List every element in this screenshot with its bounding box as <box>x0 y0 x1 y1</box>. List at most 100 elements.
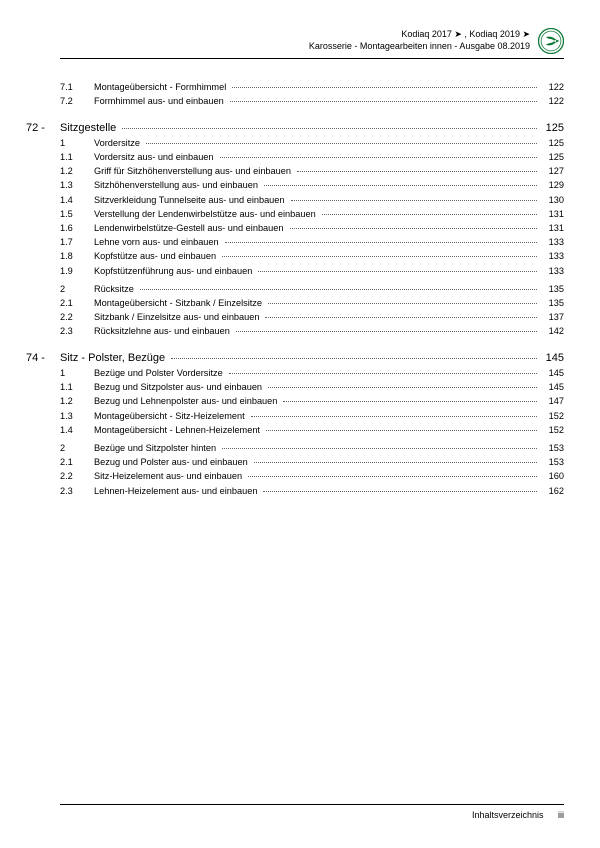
toc-entry-number: 1.1 <box>60 381 94 393</box>
toc-entry-title: Montageübersicht - Sitz-Heizelement <box>94 410 248 422</box>
toc-entry: 1.3Sitzhöhenverstellung aus- und einbaue… <box>60 179 564 191</box>
toc-entry-title: Bezug und Polster aus- und einbauen <box>94 456 251 468</box>
toc-leader-dots <box>263 491 537 492</box>
table-of-contents: 7.1Montageübersicht - Formhimmel122 7.2Fo… <box>60 81 564 497</box>
toc-chapter-heading: 72 -Sitzgestelle125 <box>26 122 564 134</box>
toc-entry: 1.1Bezug und Sitzpolster aus- und einbau… <box>60 381 564 393</box>
toc-leader-dots <box>171 358 537 359</box>
toc-entry-title: Rücksitze <box>94 283 137 295</box>
toc-entry: 1.6Lendenwirbelstütze-Gestell aus- und e… <box>60 222 564 234</box>
skoda-logo-icon <box>538 28 564 54</box>
toc-entry: 1.2Griff für Sitzhöhenverstellung aus- u… <box>60 165 564 177</box>
toc-leader-dots <box>251 416 537 417</box>
toc-entry-page: 133 <box>540 265 564 277</box>
toc-leader-dots <box>264 185 537 186</box>
toc-leader-dots <box>232 87 537 88</box>
toc-leader-dots <box>236 331 537 332</box>
toc-entry-page: 135 <box>540 297 564 309</box>
toc-leader-dots <box>265 317 537 318</box>
toc-entry: 1.8Kopfstütze aus- und einbauen133 <box>60 250 564 262</box>
toc-entry-number: 7.1 <box>60 81 94 93</box>
toc-chapter-number: 72 - <box>26 122 60 134</box>
toc-chapter-block: 74 -Sitz - Polster, Bezüge1451Bezüge und… <box>60 352 564 497</box>
toc-entry-title: Griff für Sitzhöhenverstellung aus- und … <box>94 165 294 177</box>
toc-entry: 1.5Verstellung der Lendenwirbelstütze au… <box>60 208 564 220</box>
toc-entry: 2.1Bezug und Polster aus- und einbauen 15… <box>60 456 564 468</box>
toc-entry-title: Verstellung der Lendenwirbelstütze aus- … <box>94 208 319 220</box>
toc-entry-number: 2.3 <box>60 485 94 497</box>
toc-leader-dots <box>122 128 537 129</box>
header-text: Kodiaq 2017 ➤ , Kodiaq 2019 ➤ Karosserie… <box>309 28 530 52</box>
toc-leader-dots <box>146 143 537 144</box>
toc-chapter-number: 74 - <box>26 352 60 364</box>
toc-entry-number: 1.4 <box>60 194 94 206</box>
toc-entry-title: Sitz-Heizelement aus- und einbauen <box>94 470 245 482</box>
toc-entry-number: 1.6 <box>60 222 94 234</box>
toc-leader-dots <box>258 271 537 272</box>
toc-entry: 2.2Sitz-Heizelement aus- und einbauen160 <box>60 470 564 482</box>
toc-entry: 1.2Bezug und Lehnenpolster aus- und einb… <box>60 395 564 407</box>
header-line-2: Karosserie - Montagearbeiten innen - Aus… <box>309 40 530 52</box>
toc-entry-page: 122 <box>540 81 564 93</box>
toc-entry-page: 145 <box>540 381 564 393</box>
toc-entry-page: 162 <box>540 485 564 497</box>
toc-entry-page: 153 <box>540 456 564 468</box>
toc-leader-dots <box>222 448 537 449</box>
toc-entry: 1Vordersitze 125 <box>60 137 564 149</box>
toc-leader-dots <box>248 476 537 477</box>
toc-entry: 2.3Lehnen-Heizelement aus- und einbauen 1… <box>60 485 564 497</box>
toc-leader-dots <box>290 228 538 229</box>
toc-entry-title: Bezug und Sitzpolster aus- und einbauen <box>94 381 265 393</box>
toc-entry-page: 142 <box>540 325 564 337</box>
toc-entry-page: 137 <box>540 311 564 323</box>
toc-entry-page: 127 <box>540 165 564 177</box>
toc-entry-page: 133 <box>540 236 564 248</box>
toc-entry: 7.1Montageübersicht - Formhimmel122 <box>60 81 564 93</box>
toc-entry-page: 122 <box>540 95 564 107</box>
toc-entry-title: Sitzverkleidung Tunnelseite aus- und ein… <box>94 194 288 206</box>
toc-entry-number: 1 <box>60 137 94 149</box>
toc-entry-title: Vordersitz aus- und einbauen <box>94 151 217 163</box>
toc-entry: 7.2Formhimmel aus- und einbauen122 <box>60 95 564 107</box>
toc-entry: 1Bezüge und Polster Vordersitze145 <box>60 367 564 379</box>
toc-entry-title: Vordersitze <box>94 137 143 149</box>
toc-entry-page: 135 <box>540 283 564 295</box>
toc-leader-dots <box>230 101 537 102</box>
toc-entry-page: 147 <box>540 395 564 407</box>
toc-chapter-title: Sitz - Polster, Bezüge <box>60 352 168 364</box>
toc-leader-dots <box>268 303 537 304</box>
toc-entry: 2Rücksitze135 <box>60 283 564 295</box>
toc-entry-title: Rücksitzlehne aus- und einbauen <box>94 325 233 337</box>
toc-entry-number: 2.1 <box>60 456 94 468</box>
toc-entry-title: Kopfstütze aus- und einbauen <box>94 250 219 262</box>
toc-entry-title: Sitzbank / Einzelsitze aus- und einbauen <box>94 311 262 323</box>
toc-chapter-page: 125 <box>540 122 564 134</box>
toc-entry: 1.4Montageübersicht - Lehnen-Heizelement… <box>60 424 564 436</box>
toc-entry-page: 125 <box>540 137 564 149</box>
toc-entry-page: 131 <box>540 208 564 220</box>
toc-entry-title: Lehnen-Heizelement aus- und einbauen <box>94 485 260 497</box>
toc-entry-number: 1.5 <box>60 208 94 220</box>
toc-entry-title: Sitzhöhenverstellung aus- und einbauen <box>94 179 261 191</box>
toc-entry-title: Lehne vorn aus- und einbauen <box>94 236 222 248</box>
toc-entry-number: 2 <box>60 442 94 454</box>
toc-entry-number: 7.2 <box>60 95 94 107</box>
toc-entry-number: 1.4 <box>60 424 94 436</box>
header-line-1: Kodiaq 2017 ➤ , Kodiaq 2019 ➤ <box>309 28 530 40</box>
toc-top-block: 7.1Montageübersicht - Formhimmel122 7.2Fo… <box>60 81 564 108</box>
toc-leader-dots <box>229 373 537 374</box>
toc-entry-page: 152 <box>540 424 564 436</box>
toc-entry-title: Lendenwirbelstütze-Gestell aus- und einb… <box>94 222 287 234</box>
toc-entry-title: Montageübersicht - Sitzbank / Einzelsitz… <box>94 297 265 309</box>
toc-entry-page: 131 <box>540 222 564 234</box>
toc-entry: 2.3Rücksitzlehne aus- und einbauen142 <box>60 325 564 337</box>
toc-entry-title: Bezüge und Sitzpolster hinten <box>94 442 219 454</box>
toc-entry-number: 2.2 <box>60 470 94 482</box>
footer-label: Inhaltsverzeichnis <box>472 810 544 820</box>
toc-entry-title: Kopfstützenführung aus- und einbauen <box>94 265 255 277</box>
toc-entry-number: 1.8 <box>60 250 94 262</box>
toc-leader-dots <box>297 171 537 172</box>
footer-page-number: iii <box>558 810 564 820</box>
toc-entry-page: 153 <box>540 442 564 454</box>
toc-entry: 1.9Kopfstützenführung aus- und einbauen1… <box>60 265 564 277</box>
